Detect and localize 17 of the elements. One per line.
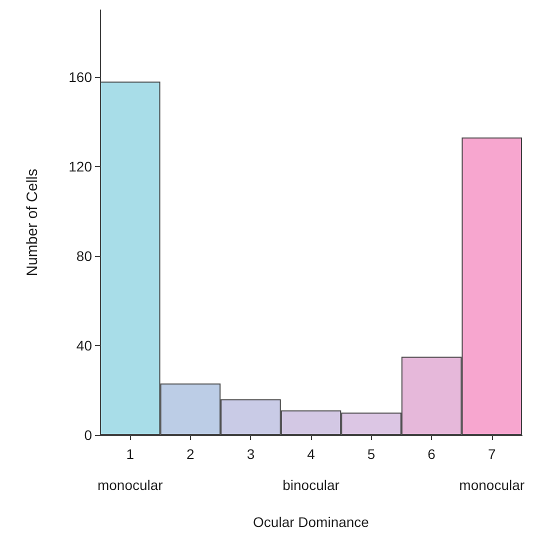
text: monocular <box>459 477 525 493</box>
x-tick-label: 7 <box>488 446 496 462</box>
x-axis-title: Ocular Dominance <box>253 514 370 530</box>
text: monocular <box>97 477 164 493</box>
x-tick-label: 1 <box>126 446 134 462</box>
x-tick-label: 2 <box>186 446 195 462</box>
y-tick-label: 0 <box>84 427 92 443</box>
text: binocular <box>282 477 340 493</box>
y-axis-title: Number of Cells <box>24 168 41 276</box>
y-tick-label: 80 <box>76 248 92 264</box>
x-tick-label: 3 <box>246 446 255 462</box>
y-tick-label: 40 <box>76 338 92 354</box>
x-tick-label: 6 <box>428 446 436 462</box>
y-tick-label: 160 <box>68 69 92 86</box>
x-tick-label: 4 <box>307 446 316 462</box>
x-tick-label: 5 <box>367 446 376 462</box>
y-tick-label: 120 <box>68 158 92 175</box>
